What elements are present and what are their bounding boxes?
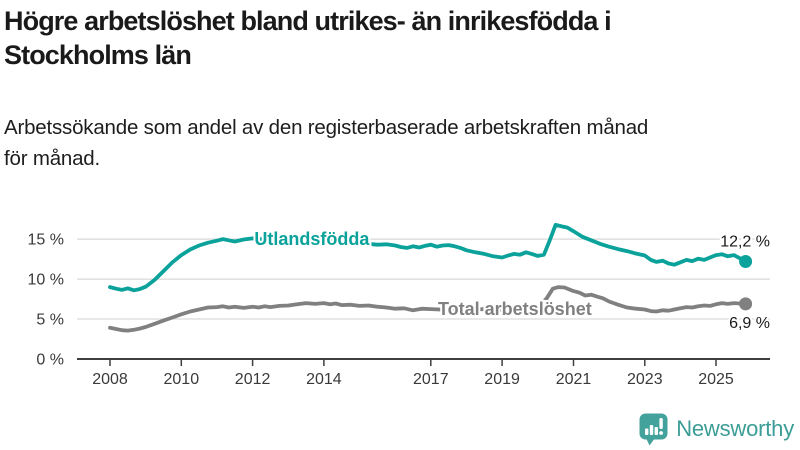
x-tick-label: 2010 (164, 371, 200, 388)
x-tick-label: 2021 (556, 371, 592, 388)
series-line-total (108, 285, 748, 333)
x-tick-label: 2012 (235, 371, 271, 388)
x-tick-label: 2023 (627, 371, 663, 388)
series-label-utlandsfodda: Utlandsfödda (254, 229, 370, 249)
series-label-total: Total arbetslöshet (438, 299, 592, 319)
x-tick-label: 2014 (306, 371, 342, 388)
series-end-dot-utlandsfodda (739, 255, 753, 268)
series-line-utlandsfodda (108, 222, 748, 293)
line-chart: 2008 2010 2012 2014 2017 2019 2021 2023 2025 0 % 5… (0, 200, 800, 405)
newsworthy-logo: Newsworthy (638, 412, 794, 446)
series-end-dot-total (739, 297, 753, 311)
y-tick-label: 10 % (28, 272, 64, 289)
chart-subtitle-line1: Arbetssökande som andel av den registerb… (4, 116, 649, 139)
chart-subtitle: Arbetssökande som andel av den registerb… (4, 112, 796, 174)
x-tick-label: 2017 (413, 371, 449, 388)
page-title-line2: Stockholms län (4, 40, 192, 70)
line-chart-svg: 2008 2010 2012 2014 2017 2019 2021 2023 2025 0 % 5… (28, 222, 772, 388)
x-tick-label: 2025 (698, 371, 734, 388)
page-title: Högre arbetslöshet bland utrikes- än inr… (4, 4, 796, 72)
newsworthy-bubble-chart-icon (639, 413, 668, 446)
newsworthy-wordmark: Newsworthy (676, 416, 794, 441)
end-value-label-total: 6,9 % (729, 315, 770, 332)
end-value-label-utlandsfodda: 12,2 % (720, 234, 770, 251)
x-tick-label: 2019 (484, 371, 520, 388)
y-tick-label: 0 % (36, 352, 64, 369)
chart-subtitle-line2: för månad. (4, 147, 100, 170)
x-tick-label: 2008 (92, 371, 128, 388)
page-title-line1: Högre arbetslöshet bland utrikes- än inr… (4, 6, 612, 36)
y-tick-label: 5 % (36, 312, 64, 329)
y-tick-label: 15 % (28, 232, 64, 249)
